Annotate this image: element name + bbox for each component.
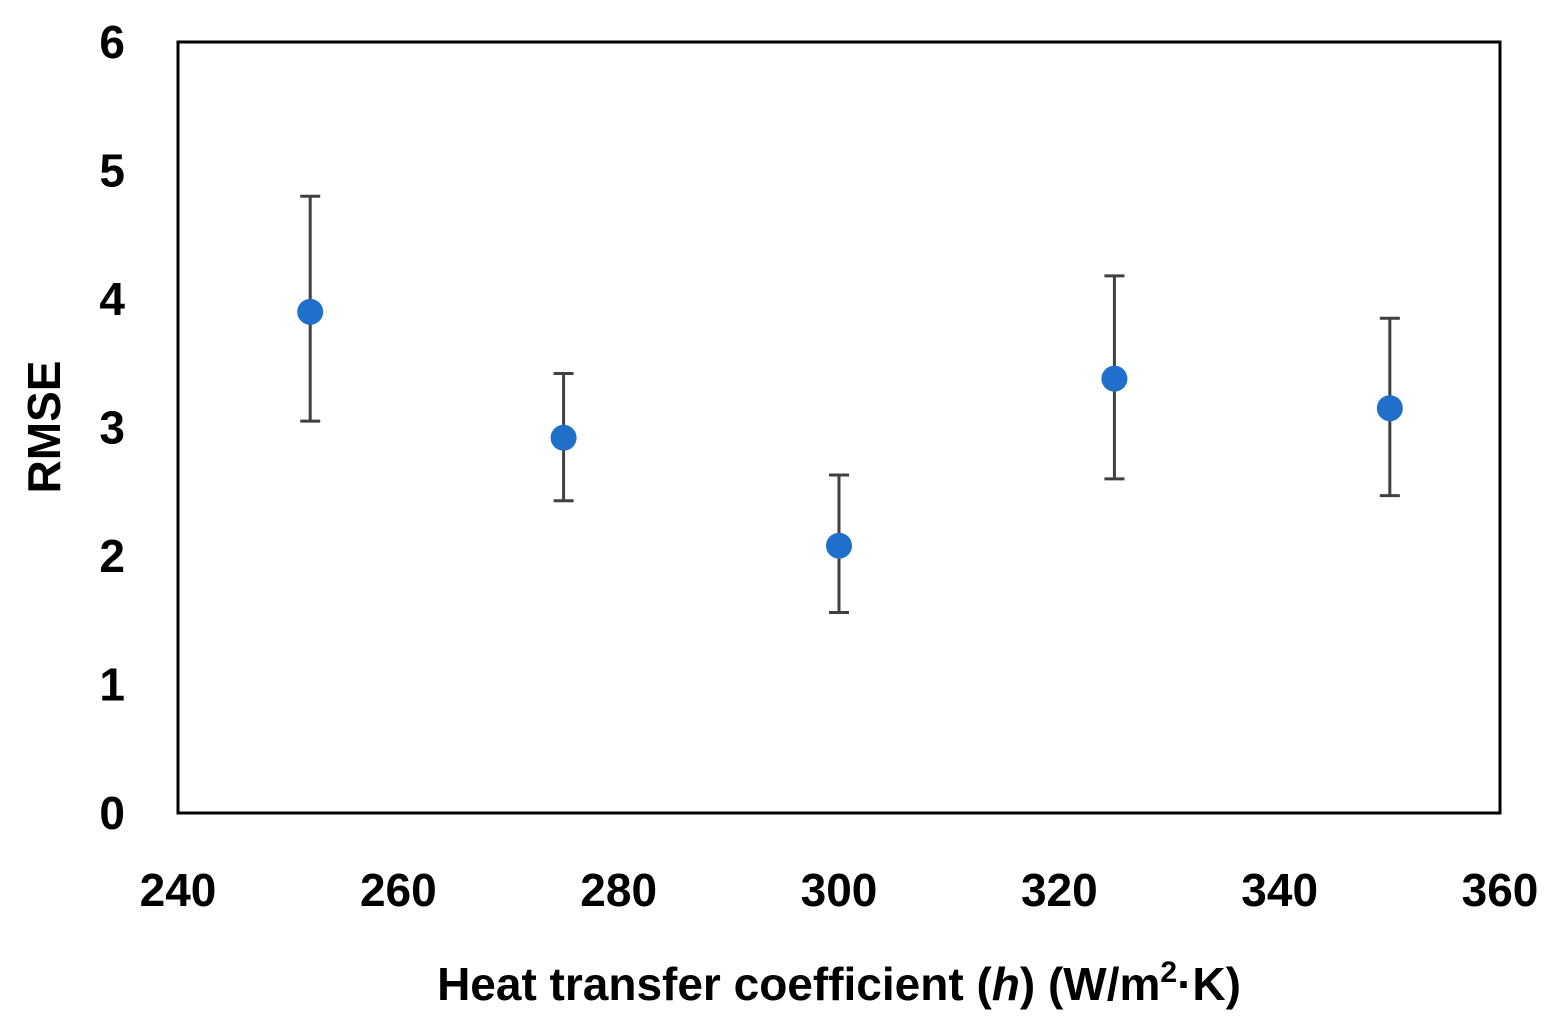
y-axis-ticks: 0 1 2 3 4 5 6 — [99, 16, 125, 839]
data-point — [826, 532, 852, 559]
x-axis-label-suffix: ·K) — [1177, 958, 1241, 1010]
data-point — [1376, 395, 1403, 422]
y-tick-label: 2 — [99, 530, 125, 582]
data-points — [297, 298, 1403, 559]
y-tick-label: 5 — [99, 145, 125, 197]
x-axis-label-prefix: Heat transfer coefficient ( — [437, 958, 992, 1010]
data-point — [550, 424, 577, 451]
data-point — [1101, 365, 1128, 392]
x-tick-label: 320 — [1021, 864, 1098, 916]
x-axis-ticks: 240 260 280 300 320 340 360 — [140, 864, 1539, 916]
x-tick-label: 280 — [580, 864, 657, 916]
x-tick-label: 300 — [801, 864, 878, 916]
x-tick-label: 340 — [1241, 864, 1318, 916]
x-tick-label: 260 — [360, 864, 437, 916]
y-tick-label: 0 — [99, 787, 125, 839]
plot-area-frame — [176, 40, 1502, 815]
x-tick-label: 360 — [1462, 864, 1539, 916]
y-tick-label: 6 — [99, 16, 125, 68]
y-axis-label: RMSE — [18, 361, 70, 494]
x-axis-label-italic: h — [992, 958, 1020, 1010]
x-axis-label: Heat transfer coefficient (h) (W/m2·K) — [437, 956, 1241, 1010]
x-axis-label-middle: ) (W/m — [1020, 958, 1161, 1010]
y-tick-label: 1 — [99, 659, 125, 711]
x-axis-label-superscript: 2 — [1160, 956, 1177, 989]
x-tick-label: 240 — [140, 864, 217, 916]
data-point — [297, 298, 324, 325]
y-tick-label: 3 — [99, 402, 125, 454]
y-tick-label: 4 — [99, 273, 125, 325]
